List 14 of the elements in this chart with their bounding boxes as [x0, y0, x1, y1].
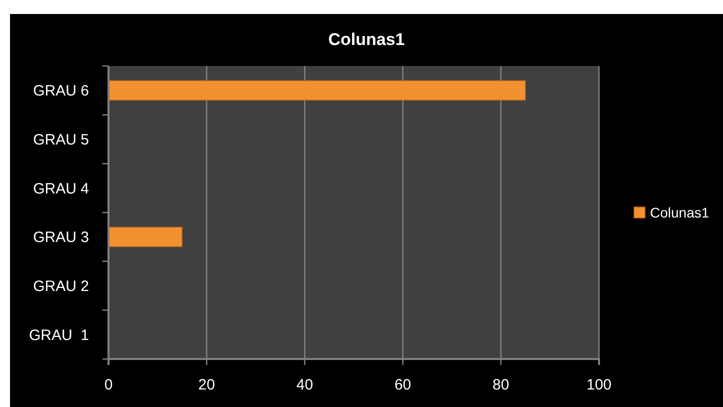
y-tick-label: GRAU 6: [33, 82, 89, 100]
legend-label: Colunas1: [650, 204, 710, 220]
x-tick-label: 40: [296, 376, 314, 394]
y-tick-label: GRAU 4: [33, 180, 89, 198]
y-tick-label: GRAU 2: [33, 278, 89, 295]
y-tick-label: GRAU 1: [28, 326, 89, 344]
chart-title: Colunas1: [328, 30, 405, 49]
y-tick-label: GRAU 5: [33, 132, 89, 148]
x-tick-label: 0: [104, 376, 113, 394]
x-tick-label: 100: [586, 376, 612, 394]
x-tick-label: 60: [394, 376, 412, 394]
y-tick-label: GRAU 3: [33, 229, 89, 246]
x-tick-label: 20: [198, 376, 215, 394]
x-tick-label: 80: [492, 376, 510, 394]
